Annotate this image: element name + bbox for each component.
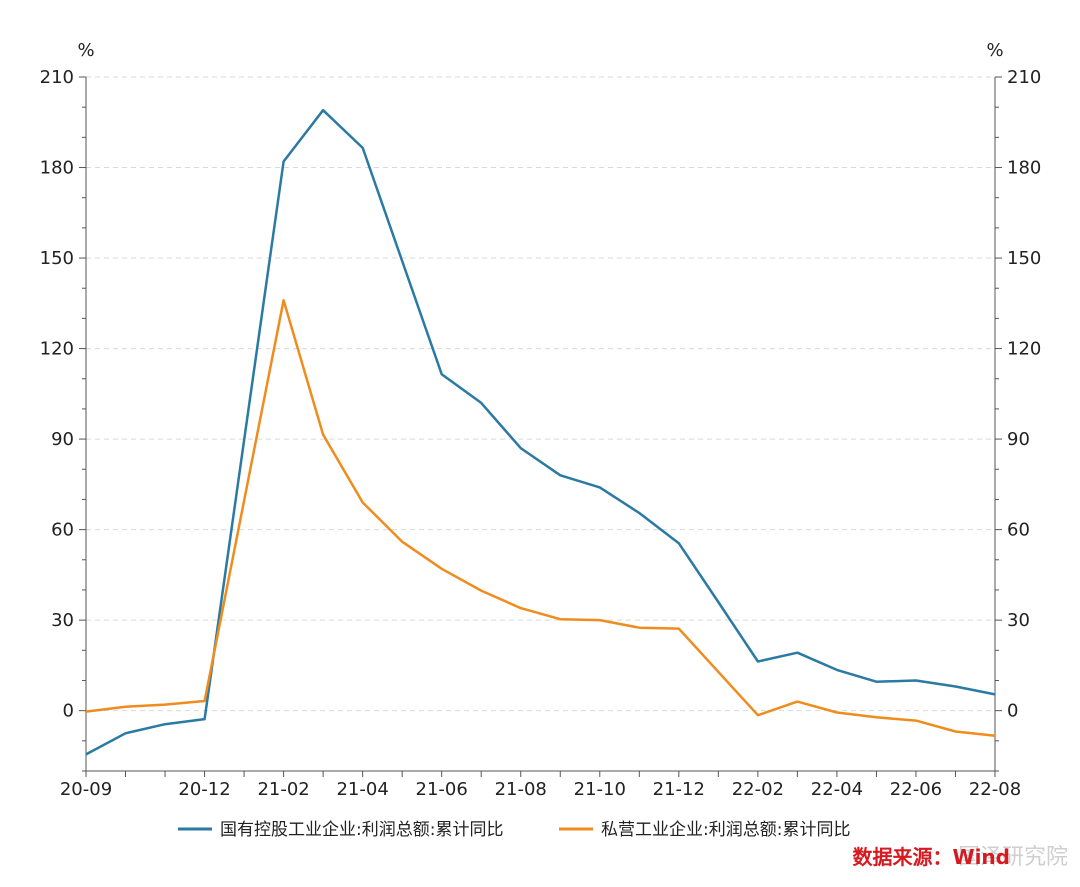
source-note: 数据来源：Wind [853, 845, 1010, 869]
left-y-tick-label: 120 [40, 339, 74, 360]
right-axis-unit: % [986, 40, 1003, 61]
series-lines [85, 108, 996, 756]
series-line-1 [85, 108, 996, 756]
x-tick-label: 21-08 [495, 779, 547, 800]
x-tick-label: 21-06 [416, 779, 468, 800]
left-y-tick-label: 180 [40, 158, 74, 179]
series-line-2 [85, 299, 996, 737]
right-y-tick-label: 60 [1007, 520, 1030, 541]
legend: 国有控股工业企业:利润总额:累计同比 私营工业企业:利润总额:累计同比 [178, 820, 850, 840]
x-tick-label: 22-06 [890, 779, 942, 800]
left-y-tick-label: 0 [63, 701, 74, 722]
axes: 0 0 30 30 60 60 90 90 120 120 150 150 180 180 210 210 20… [40, 67, 1042, 800]
watermark-text: 国泽研究院 [958, 845, 1068, 870]
legend-label-1: 国有控股工业企业:利润总额:累计同比 [220, 820, 503, 840]
x-tick-label: 21-12 [653, 779, 705, 800]
x-tick-label: 21-04 [336, 779, 388, 800]
x-tick-label: 22-02 [732, 779, 784, 800]
left-y-tick-label: 30 [51, 610, 74, 631]
x-tick-label: 21-02 [257, 779, 309, 800]
x-tick-label: 22-08 [969, 779, 1021, 800]
right-y-tick-label: 150 [1007, 248, 1041, 269]
right-y-tick-label: 0 [1007, 701, 1018, 722]
legend-label-2: 私营工业企业:利润总额:累计同比 [601, 820, 850, 840]
left-axis-unit: % [77, 40, 94, 61]
x-tick-label: 21-10 [574, 779, 626, 800]
gridlines [86, 76, 995, 712]
left-y-tick-label: 150 [40, 248, 74, 269]
right-y-tick-label: 30 [1007, 610, 1030, 631]
right-y-tick-label: 180 [1007, 158, 1041, 179]
right-y-tick-label: 120 [1007, 339, 1041, 360]
right-y-tick-label: 90 [1007, 429, 1030, 450]
left-y-tick-label: 90 [51, 429, 74, 450]
x-tick-label: 20-09 [60, 779, 112, 800]
left-y-tick-label: 210 [40, 67, 74, 88]
x-tick-label: 22-04 [811, 779, 863, 800]
left-y-tick-label: 60 [51, 520, 74, 541]
right-y-tick-label: 210 [1007, 67, 1041, 88]
x-tick-label: 20-12 [178, 779, 230, 800]
